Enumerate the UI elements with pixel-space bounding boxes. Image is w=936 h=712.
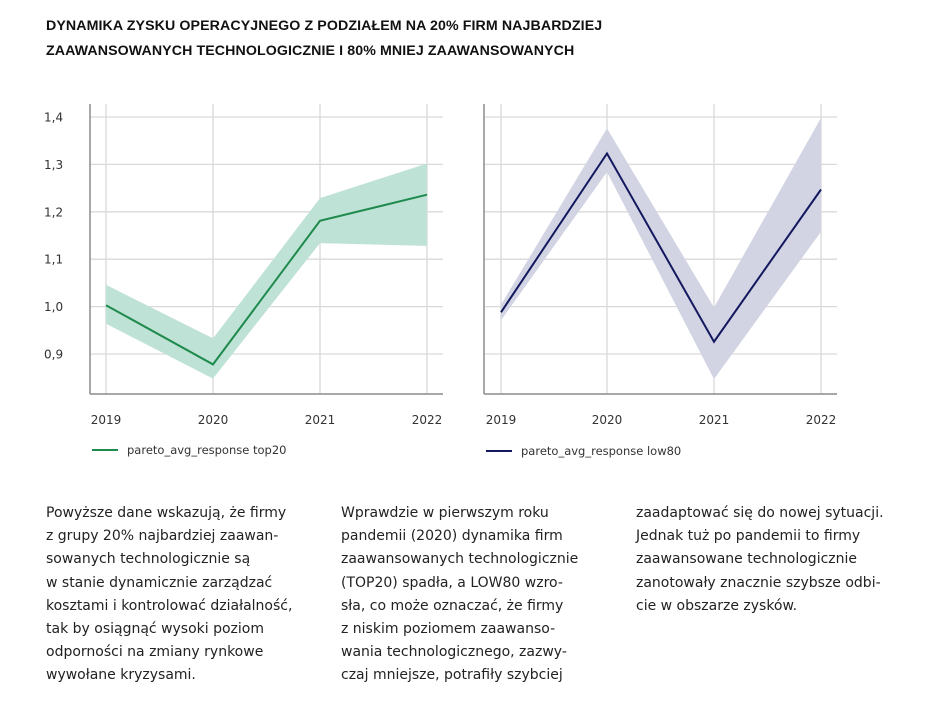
x-tick-label: 2019 bbox=[91, 413, 122, 427]
x-tick-label: 2021 bbox=[305, 413, 336, 427]
y-tick-label: 1,2 bbox=[44, 205, 63, 219]
y-tick-label: 1,1 bbox=[44, 253, 63, 267]
text-line: cie w obszarze zysków. bbox=[636, 597, 798, 614]
x-tick-label: 2022 bbox=[806, 413, 837, 427]
legend-label: pareto_avg_response low80 bbox=[521, 444, 681, 458]
text-line: z grupy 20% najbardziej zaawan- bbox=[46, 528, 279, 545]
text-line: wania technologicznego, zazwy- bbox=[341, 644, 567, 661]
series-line bbox=[500, 151, 822, 344]
x-tick-label: 2020 bbox=[198, 413, 229, 427]
chart-title: DYNAMIKA ZYSKU OPERACYJNEGO Z PODZIAŁEM … bbox=[46, 14, 686, 64]
text-line: zanotowały znacznie szybsze odbi- bbox=[636, 574, 881, 591]
text-column-2: Wprawdzie w pierwszym roku pandemii (2020… bbox=[341, 502, 631, 688]
y-tick-label: 1,0 bbox=[44, 300, 63, 314]
text-line: kosztami i kontrolować działalność, bbox=[46, 597, 293, 614]
text-line: Wprawdzie w pierwszym roku bbox=[341, 505, 549, 521]
text-line: tak by osiągnąć wysoki poziom bbox=[46, 621, 264, 638]
chart-title-line: ZAAWANSOWANYCH TECHNOLOGICZNIE I 80% MNI… bbox=[46, 43, 575, 59]
text-line: zaadaptować się do nowej sytuacji. bbox=[636, 505, 884, 521]
series-line bbox=[105, 193, 428, 366]
text-line: Jednak tuż po pandemii to firmy bbox=[636, 528, 861, 545]
text-column-1: Powyższe dane wskazują, że firmy z grupy … bbox=[46, 502, 336, 688]
chart-panel-2: pareto_avg_response low80 2019 2020 2021 202… bbox=[483, 104, 837, 458]
text-line: pandemii (2020) dynamika firm bbox=[341, 528, 563, 545]
text-line: w stanie dynamicznie zarządzać bbox=[46, 574, 273, 591]
legend-label: pareto_avg_response top20 bbox=[127, 443, 286, 457]
y-tick-label: 1,3 bbox=[44, 158, 63, 172]
text-line: z niskim poziomem zaawanso- bbox=[341, 621, 556, 638]
x-tick-label: 2021 bbox=[699, 413, 730, 427]
y-tick-label: 0,9 bbox=[44, 348, 63, 362]
text-line: zaawansowane technologicznie bbox=[636, 551, 857, 568]
text-column-3: zaadaptować się do nowej sytuacji. Jednak… bbox=[636, 502, 926, 618]
text-line: odporności na zmiany rynkowe bbox=[46, 644, 264, 661]
chart-title-line: DYNAMIKA ZYSKU OPERACYJNEGO Z PODZIAŁEM … bbox=[46, 18, 603, 34]
confidence-band bbox=[106, 163, 427, 379]
x-tick-label: 2022 bbox=[412, 413, 443, 427]
text-line: sła, co może oznaczać, że firmy bbox=[341, 597, 564, 614]
x-tick-label: 2020 bbox=[592, 413, 623, 427]
text-line: czaj mniejsze, potrafiły szybciej bbox=[341, 667, 563, 684]
text-line: (TOP20) spadła, a LOW80 wzro- bbox=[341, 574, 563, 591]
chart-panel-1: 0,9 1,0 1,1 1,2 1,3 1,4 pareto_avg_response to… bbox=[44, 104, 443, 457]
x-tick-label: 2019 bbox=[486, 413, 517, 427]
text-line: sowanych technologicznie są bbox=[46, 551, 251, 568]
text-line: wywołane kryzysami. bbox=[46, 667, 196, 684]
text-line: zaawansowanych technologicznie bbox=[341, 551, 579, 568]
charts-canvas: 0,9 1,0 1,1 1,2 1,3 1,4 pareto_avg_response to… bbox=[44, 104, 837, 458]
y-tick-label: 1,4 bbox=[44, 111, 63, 125]
text-line: Powyższe dane wskazują, że firmy bbox=[46, 505, 287, 521]
